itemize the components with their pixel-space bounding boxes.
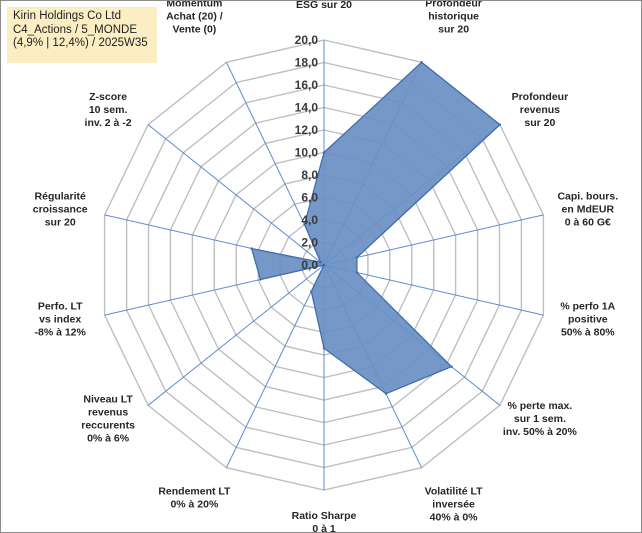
tick-label: 0,0: [301, 258, 318, 272]
data-point: [259, 278, 262, 281]
axis-label: Momentum Achat (20) / Vente (0): [166, 1, 223, 36]
axis-label-line: Rendement LT: [158, 485, 231, 497]
axis-label-line: 50% à 80%: [561, 327, 615, 339]
axis-label: Régularité croissance sur 20: [33, 190, 88, 228]
axis-label: Profondeur historique sur 20: [425, 1, 482, 36]
axis-label: Rendement LT 0% à 20%: [158, 485, 231, 510]
axis-label-line: positive: [568, 314, 608, 326]
axis-label: Profondeur revenus sur 20: [512, 91, 569, 129]
tick-label: 4,0: [301, 213, 318, 227]
data-point: [322, 151, 326, 154]
data-point: [322, 347, 326, 350]
axis-label-line: inv. 50% à 20%: [503, 426, 578, 438]
axis-label: NoteESG sur 20: [296, 1, 352, 11]
chart-title-box: Kirin Holdings Co Ltd C4_Actions / 5_MON…: [7, 7, 157, 63]
axis-label-line: Volatilité LT: [425, 485, 484, 497]
axis-label-line: 10 sem.: [89, 104, 128, 116]
axis-label-line: reccurents: [81, 420, 135, 432]
axis-label-line: Niveau LT: [83, 394, 133, 406]
axis-label-line: % perfo 1A: [560, 301, 615, 313]
axis-label-line: Z-score: [89, 91, 127, 103]
axis-spoke: [225, 264, 325, 468]
axis-label-line: en MdEUR: [562, 203, 615, 215]
axis-label-line: sur 20: [524, 117, 555, 129]
axis-label-line: Régularité: [35, 190, 87, 202]
data-point: [310, 290, 313, 293]
axis-label: Capi. bours. en MdEUR 0 à 60 G€: [557, 190, 618, 228]
axis-spoke: [323, 264, 544, 316]
axis-label-line: 0% à 6%: [87, 433, 130, 445]
axis-spoke: [147, 264, 325, 406]
axis-label-line: Profondeur: [512, 91, 569, 103]
axis-label-line: Ratio Sharpe: [292, 510, 357, 522]
axis-label-line: -8% à 12%: [35, 327, 87, 339]
tick-label: 6,0: [301, 191, 318, 205]
axis-label-line: Momentum: [166, 1, 222, 10]
axis-label-line: Profondeur: [425, 1, 482, 10]
data-area: [250, 61, 501, 395]
tick-label: 16,0: [295, 78, 319, 92]
title-line-category: C4_Actions / 5_MONDE: [13, 23, 137, 36]
axis-label: % perte max. sur 1 sem. inv. 50% à 20%: [503, 400, 578, 438]
data-point: [322, 263, 326, 267]
data-point: [250, 247, 253, 250]
tick-label: 2,0: [301, 236, 318, 250]
data-point: [450, 365, 453, 368]
axis-spoke: [323, 214, 544, 266]
axis-label-line: sur 20: [45, 216, 76, 228]
axis-label-line: 0 à 60 G€: [565, 216, 611, 228]
axis-label-line: 0 à 1: [312, 523, 336, 532]
axis-label-line: Perfo. LT: [38, 301, 83, 313]
axis-spoke: [147, 124, 325, 266]
data-point: [303, 223, 306, 226]
data-point: [355, 271, 359, 274]
tick-label: 18,0: [295, 56, 319, 70]
axis-label: Z-score 10 sem. inv. 2 à -2: [85, 91, 132, 129]
title-line-period: (4,9% | 12,4%) / 2025W35: [13, 37, 148, 49]
tick-label: 14,0: [295, 101, 319, 115]
axis-label: Volatilité LT inversée 40% à 0%: [425, 485, 484, 523]
data-point: [420, 61, 423, 64]
axis-label-line: ESG sur 20: [296, 1, 352, 11]
axis-label-line: 40% à 0%: [430, 511, 479, 523]
axis-label-line: Capi. bours.: [557, 190, 618, 202]
data-point: [498, 123, 502, 126]
data-point: [384, 392, 388, 395]
axis-label: Ratio Sharpe 0 à 1: [292, 510, 357, 532]
data-point: [319, 261, 322, 264]
axis-label: % perfo 1A positive 50% à 80%: [560, 301, 615, 339]
axis-label-line: revenus: [88, 407, 128, 419]
axis-label-line: inv. 2 à -2: [85, 117, 132, 129]
axis-label-line: Vente (0): [173, 24, 217, 36]
axis-label: Perfo. LT vs index -8% à 12%: [35, 301, 87, 339]
axis-label-line: % perte max.: [508, 400, 573, 412]
tick-label: 20,0: [295, 33, 319, 47]
axis-label-line: vs index: [39, 314, 81, 326]
data-point: [355, 256, 359, 259]
tick-label: 12,0: [295, 123, 319, 137]
axis-label-line: croissance: [33, 203, 88, 215]
axis-label: Niveau LT revenus reccurents 0% à 6%: [81, 394, 135, 445]
tick-label: 10,0: [295, 146, 319, 160]
axis-label-line: sur 20: [438, 24, 469, 36]
title-line-company: Kirin Holdings Co Ltd: [13, 10, 122, 22]
axis-label-line: historique: [428, 11, 479, 23]
axis-label-line: Achat (20) /: [166, 11, 223, 23]
axis-label-line: inversée: [432, 498, 475, 510]
axis-label-line: sur 1 sem.: [514, 413, 566, 425]
axis-label-line: 0% à 20%: [170, 498, 219, 510]
tick-label: 8,0: [301, 168, 318, 182]
axis-label-line: revenus: [520, 104, 560, 116]
